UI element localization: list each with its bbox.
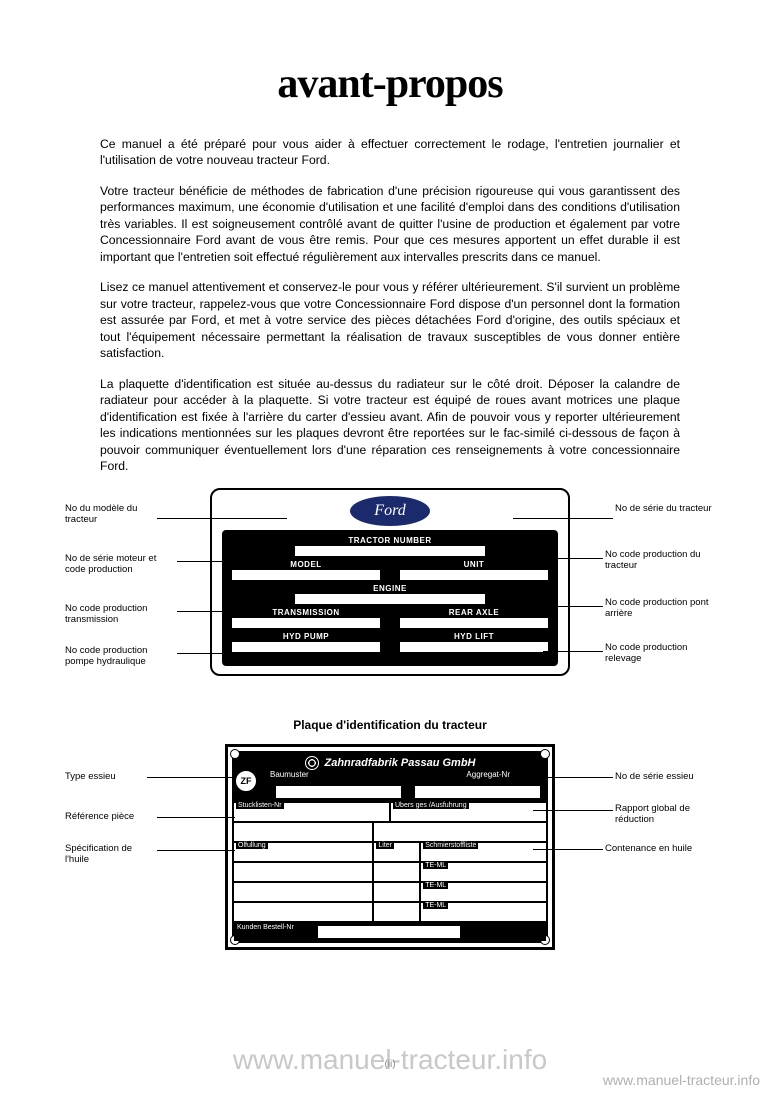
plate1-inner: TRACTOR NUMBER MODEL UNIT ENGINE: [222, 530, 558, 666]
lbl-schmier: Schmierstoffliste: [423, 842, 478, 849]
callout-type-essieu: Type essieu: [65, 772, 145, 782]
callout-lift-code: No code production relevage: [605, 643, 715, 664]
lbl-ubers: Ubers ges /Ausfuhrung: [393, 802, 469, 809]
plate2: ZF Zahnradfabrik Passau GmbH Baumuster A…: [225, 744, 555, 950]
lbl-teml3: TE-ML: [423, 902, 448, 909]
field-tractor-number: TRACTOR NUMBER: [232, 536, 548, 545]
field-engine: ENGINE: [232, 584, 548, 593]
lbl-olfullung: Olfullung: [236, 842, 268, 849]
callout-ref-piece: Référence pièce: [65, 812, 155, 822]
callout-model-no: No du modèle du tracteur: [65, 504, 155, 525]
callout-tractor-serial: No de série du tracteur: [615, 504, 715, 514]
field-hyd-pump: HYD PUMP: [232, 632, 380, 641]
callout-engine-serial: No de série moteur et code production: [65, 554, 175, 575]
callout-contenance: Contenance en huile: [605, 844, 715, 854]
plate1-section: Ford TRACTOR NUMBER MODEL UNIT: [65, 488, 715, 708]
callout-axle-code: No code production pont arrière: [605, 598, 715, 619]
field-model: MODEL: [232, 560, 380, 569]
lbl-liter: Liter: [376, 842, 394, 849]
callout-rapport: Rapport global de réduction: [615, 804, 715, 825]
plate2-section: ZF Zahnradfabrik Passau GmbH Baumuster A…: [65, 744, 715, 909]
plate2-company: Zahnradfabrik Passau GmbH: [325, 757, 476, 769]
lbl-kunden: Kunden Bestell-Nr: [234, 923, 310, 932]
paragraph-4: La plaquette d'identification est située…: [65, 376, 715, 475]
callout-trans-code: No code production transmission: [65, 604, 175, 625]
callout-pump-code: No code production pompe hydraulique: [65, 646, 175, 667]
lbl-teml2: TE-ML: [423, 882, 448, 889]
callout-tractor-prod: No code production du tracteur: [605, 550, 715, 571]
plate1-caption: Plaque d'identification du tracteur: [65, 718, 715, 732]
page-title: avant-propos: [65, 60, 715, 108]
ford-logo-icon: Ford: [350, 496, 430, 526]
callout-spec-huile: Spécification de l'huile: [65, 844, 155, 865]
sub-baumuster: Baumuster: [270, 770, 309, 779]
watermark-small: www.manuel-tracteur.info: [603, 1072, 760, 1088]
field-rear-axle: REAR AXLE: [400, 608, 548, 617]
plate1: Ford TRACTOR NUMBER MODEL UNIT: [210, 488, 570, 676]
gear-icon: [305, 756, 319, 770]
lbl-teml1: TE-ML: [423, 862, 448, 869]
lbl-stucklisten: Stucklisten-Nr: [236, 802, 284, 809]
paragraph-3: Lisez ce manuel attentivement et conserv…: [65, 279, 715, 361]
paragraph-2: Votre tracteur bénéficie de méthodes de …: [65, 183, 715, 265]
callout-serie-essieu: No de série essieu: [615, 772, 715, 782]
sub-aggregat: Aggregat-Nr: [466, 770, 510, 779]
page-number: (ii): [384, 1059, 395, 1070]
field-transmission: TRANSMISSION: [232, 608, 380, 617]
paragraph-1: Ce manuel a été préparé pour vous aider …: [65, 136, 715, 169]
field-unit: UNIT: [400, 560, 548, 569]
field-hyd-lift: HYD LIFT: [400, 632, 548, 641]
